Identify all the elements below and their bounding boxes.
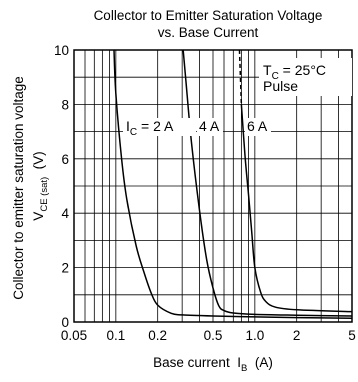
annotation-symbol: T [263,62,272,78]
curve-ic-2a [113,49,353,319]
curve-ic-6a-dashed [238,49,243,105]
annotation-sub: C [272,71,279,82]
x-axis-label-spacer [230,355,238,370]
x-axis-unit: (A) [255,355,273,370]
chart-subtitle: vs. Base Current [158,25,259,40]
series-label-background [123,118,196,136]
x-axis-label-text: Base current [153,355,230,370]
x-tick-label: 1.0 [245,328,264,343]
x-axis-sub: B [241,363,247,374]
annotation-background [259,58,352,96]
tick-labels: 0.05 0.1 0.2 0.5 1.0 2 5 0 2 4 6 8 10 [54,43,356,343]
x-tick-label: 0.05 [61,328,87,343]
series-label-2a-symbol: I [126,118,130,134]
x-tick-label: 0.1 [106,328,125,343]
y-axis-unit: (V) [31,151,46,169]
x-tick-label: 0.2 [148,328,167,343]
x-axis-unit-spacer [247,355,255,370]
curves [113,49,353,319]
annotation-temperature: TC = 25°C [263,62,326,82]
condition-annotation: TC = 25°C Pulse [259,58,352,96]
x-tick-label: 0.5 [204,328,223,343]
chart-title: Collector to Emitter Saturation Voltage [94,8,323,23]
annotation-value: = 25°C [279,62,326,78]
x-tick-label: 2 [293,328,301,343]
y-axis-sub: CE (sat) [39,177,50,212]
series-label-4a: 4 A [199,118,220,134]
y-axis-label-line2: VCE (sat) (V) [31,151,50,220]
y-axis-unit-spacer [31,169,46,177]
x-tick-label: 5 [348,328,356,343]
y-tick-label: 2 [61,261,69,276]
annotation-pulse: Pulse [263,78,298,94]
x-axis-label: Base current IB (A) [153,355,273,374]
y-axis-label-line1: Collector to emitter saturation voltage [11,76,26,300]
y-tick-label: 6 [61,152,69,167]
series-label-6a: 6 A [247,118,268,134]
series-label-background [197,118,223,136]
series-label-background [245,118,271,136]
plot-frame [73,49,353,323]
y-tick-label: 10 [54,43,69,58]
y-axis-symbol: V [31,212,46,221]
series-labels: IC = 2 A 4 A 6 A [123,118,271,138]
series-label-2a-value: = 2 A [137,118,174,134]
x-axis-symbol: I [237,355,241,370]
curve-ic-4a [182,49,353,317]
y-tick-label: 8 [61,97,69,112]
y-tick-label: 0 [61,315,69,330]
curve-ic-6a [240,104,353,313]
series-label-2a-sub: C [130,127,137,138]
y-tick-label: 4 [61,206,69,221]
series-label-2a: IC = 2 A [126,118,174,138]
